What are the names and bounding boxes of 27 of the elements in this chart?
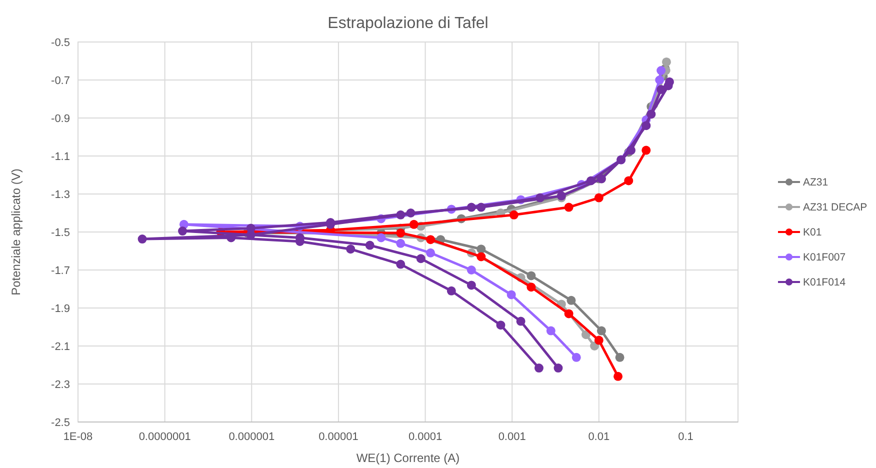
y-tick-label: -1.3 [51, 188, 70, 201]
legend-label: AZ31 [803, 176, 828, 189]
legend-label: K01F014 [803, 276, 846, 289]
x-tick-label: 0.1 [678, 431, 694, 443]
y-tick-label: -2.5 [51, 416, 70, 429]
y-tick-label: -1.1 [51, 150, 70, 163]
legend-label: K01F007 [803, 252, 846, 264]
x-tick-label: 0.001 [498, 431, 526, 443]
y-tick-label: -0.9 [51, 112, 70, 125]
y-tick-label: -0.5 [51, 36, 70, 49]
y-tick-label: -2.1 [51, 340, 70, 353]
y-tick-label: -1.9 [51, 302, 70, 315]
x-tick-label: 0.000001 [228, 431, 275, 443]
x-axis-title: WE(1) Corrente (A) [356, 451, 460, 465]
y-tick-label: -0.7 [51, 74, 70, 87]
x-tick-label: 0.00001 [318, 431, 358, 443]
chart-title: Estrapolazione di Tafel [328, 15, 488, 32]
y-tick-label: -1.5 [51, 226, 70, 239]
legend-label: K01 [803, 226, 822, 239]
legend-label: AZ31 DECAP [803, 202, 868, 214]
x-tick-label: 0.0000001 [138, 431, 191, 443]
y-tick-label: -1.7 [51, 264, 70, 277]
y-tick-label: -2.3 [51, 378, 70, 391]
x-tick-label: 0.01 [588, 431, 610, 443]
x-tick-label: 1E-08 [63, 431, 93, 443]
x-tick-label: 0.0001 [408, 431, 442, 443]
y-axis-title: Potenziale applicato (V) [9, 168, 23, 296]
